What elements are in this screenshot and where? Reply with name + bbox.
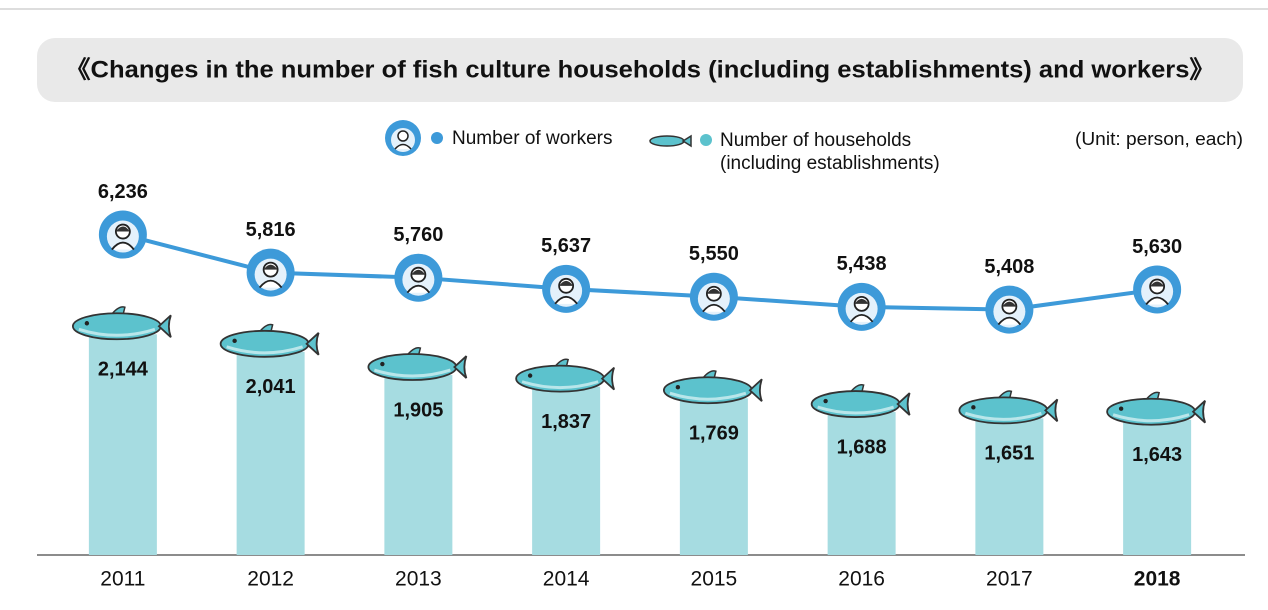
chart: 《Changes in the number of fish culture h… [0, 0, 1268, 610]
value-label: 1,837 [541, 411, 591, 433]
value-label: 1,769 [689, 423, 739, 445]
x-tick-label: 2018 [1134, 568, 1181, 591]
person-icon [247, 249, 295, 297]
chart-title: 《Changes in the number of fish culture h… [65, 56, 1215, 83]
bar [828, 412, 896, 555]
fish-eye [823, 399, 827, 403]
fish-eye [1119, 407, 1123, 411]
value-label: 6,236 [98, 181, 148, 203]
bar [975, 418, 1043, 555]
value-label: 5,438 [837, 253, 887, 275]
value-label: 2,041 [246, 376, 296, 398]
fish-eye [528, 373, 532, 377]
value-label: 1,643 [1132, 444, 1182, 466]
fish-eye [971, 405, 975, 409]
legend-person-icon [385, 120, 421, 156]
legend-fish-icon [650, 136, 691, 146]
person-icon [838, 283, 886, 331]
fish-tail [159, 315, 171, 337]
value-label: 5,760 [393, 224, 443, 246]
value-label: 5,630 [1132, 236, 1182, 258]
fish-tail [602, 368, 614, 390]
person-icon [542, 265, 590, 313]
fish-tail [1045, 399, 1057, 421]
page: 《Changes in the number of fish culture h… [0, 0, 1268, 610]
value-label: 5,816 [246, 219, 296, 241]
bar [1123, 420, 1191, 555]
value-label: 1,688 [837, 436, 887, 458]
fish-eye [676, 385, 680, 389]
x-tick-label: 2016 [838, 568, 885, 591]
fish-eye [380, 362, 384, 366]
person-icon [690, 273, 738, 321]
value-label: 5,550 [689, 243, 739, 265]
value-label: 5,637 [541, 235, 591, 257]
x-tick-label: 2011 [100, 568, 145, 591]
legend-label: Number of workers [452, 127, 613, 150]
value-label: 2,144 [98, 359, 149, 381]
legend-label: Number of households (including establis… [720, 129, 960, 175]
person-icon [99, 211, 147, 259]
fish-tail [898, 393, 910, 415]
x-tick-label: 2017 [986, 568, 1033, 591]
fish-tail [454, 356, 466, 378]
x-tick-label: 2013 [395, 568, 442, 591]
person-icon [1133, 265, 1181, 313]
legend-dot [700, 134, 712, 146]
fish-tail [1193, 401, 1205, 423]
value-label: 1,651 [984, 443, 1034, 465]
fish-eye [85, 321, 89, 325]
x-tick-label: 2015 [691, 568, 738, 591]
unit-note: (Unit: person, each) [1075, 129, 1243, 149]
value-label: 1,905 [393, 399, 443, 421]
x-tick-label: 2012 [247, 568, 294, 591]
fish-tail [750, 379, 762, 401]
x-tick-label: 2014 [543, 568, 590, 591]
person-icon [394, 254, 442, 302]
person-icon [985, 286, 1033, 334]
fish-tail [307, 333, 319, 355]
legend-dot [431, 132, 443, 144]
value-label: 5,408 [984, 256, 1034, 278]
fish-eye [232, 339, 236, 343]
